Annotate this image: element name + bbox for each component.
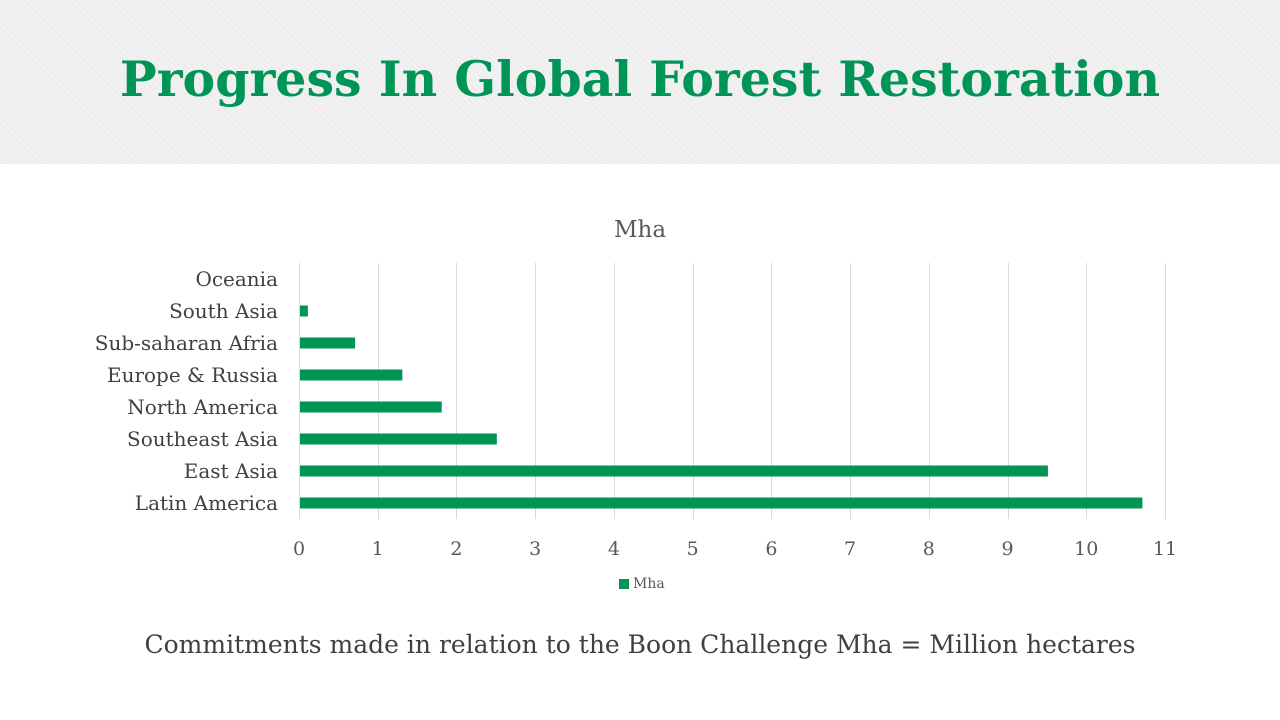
bar — [300, 497, 1143, 509]
x-tick-label: 5 — [687, 538, 699, 560]
category-label: East Asia — [184, 459, 278, 483]
header-band — [0, 0, 1280, 164]
category-label: Europe & Russia — [107, 363, 278, 387]
legend-label: Mha — [633, 576, 665, 592]
bar — [300, 305, 308, 317]
footnote: Commitments made in relation to the Boon… — [144, 630, 1136, 659]
category-label: Oceania — [195, 267, 278, 291]
x-tick-label: 1 — [372, 538, 384, 560]
x-tick-label: 3 — [529, 538, 541, 560]
bar — [300, 465, 1048, 477]
x-tick-label: 7 — [844, 538, 856, 560]
category-label: Southeast Asia — [127, 427, 278, 451]
category-label: Latin America — [135, 491, 278, 515]
x-tick-label: 2 — [450, 538, 462, 560]
category-label: Sub-saharan Afria — [95, 331, 278, 355]
bar — [300, 369, 403, 381]
bar — [300, 401, 442, 413]
category-label: South Asia — [169, 299, 278, 323]
chart-legend: Mha — [619, 575, 665, 593]
category-label: North America — [127, 395, 278, 419]
x-tick-label: 6 — [765, 538, 777, 560]
chart-title: Mha — [613, 217, 667, 243]
legend-swatch — [619, 579, 629, 589]
x-tick-label: 11 — [1153, 538, 1177, 560]
bar — [300, 337, 356, 349]
x-tick-label: 4 — [608, 538, 620, 560]
x-tick-label: 10 — [1074, 538, 1098, 560]
x-tick-label: 0 — [293, 538, 305, 560]
x-tick-label: 8 — [923, 538, 935, 560]
x-tick-label: 9 — [1001, 538, 1013, 560]
page-title: Progress In Global Forest Restoration — [119, 50, 1161, 108]
bar — [300, 433, 497, 445]
